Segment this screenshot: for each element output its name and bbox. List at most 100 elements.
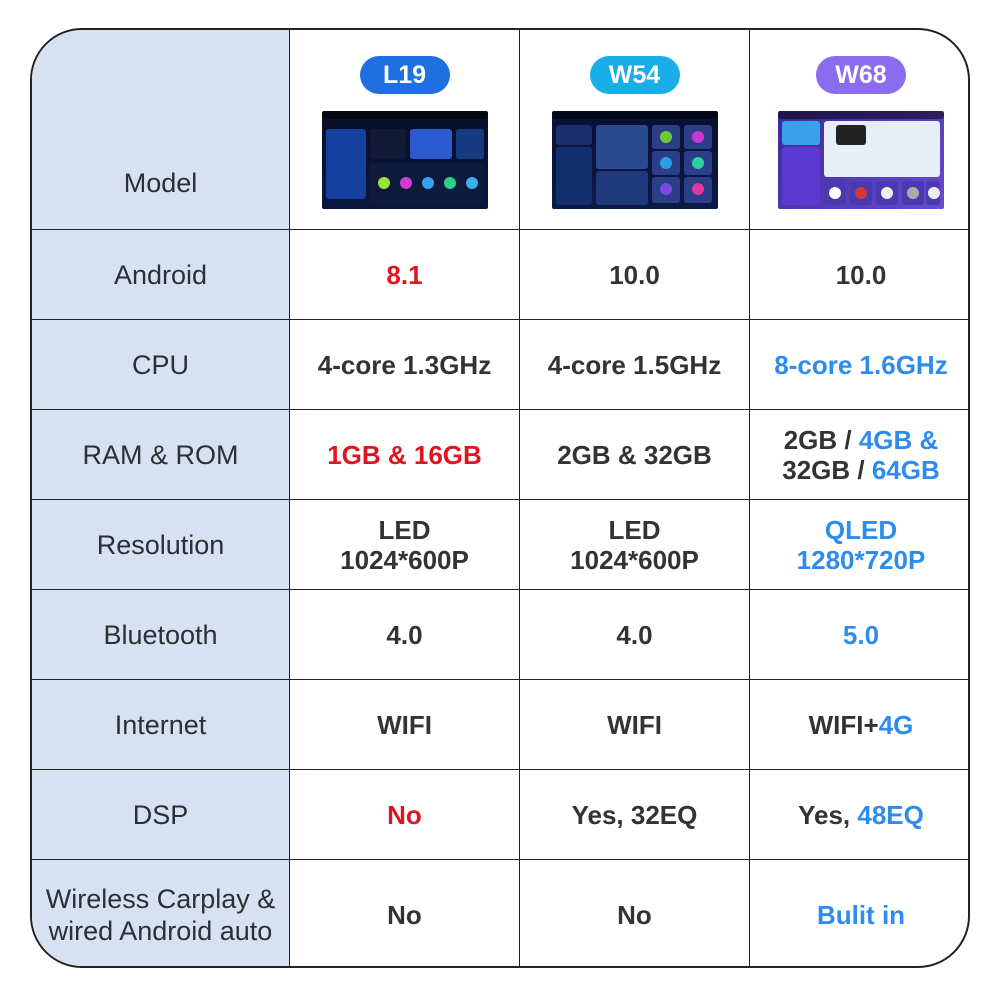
value-cell: WIFI [290, 680, 520, 770]
app-icon [659, 157, 672, 169]
value-cell: 10.0 [520, 230, 750, 320]
value-text: LED [608, 514, 661, 545]
row-label-line: wired Android auto [48, 916, 273, 946]
value-line: 8.1 [386, 260, 422, 290]
row-label: Bluetooth [103, 619, 218, 650]
app-icon [399, 177, 412, 189]
screen-tile [555, 125, 592, 145]
value-text: No [387, 799, 422, 830]
value-text: QLED [824, 514, 898, 545]
value-text: 2GB / [783, 424, 859, 455]
app-icon [421, 177, 434, 189]
model-badge-l19: L19 [359, 56, 450, 94]
value-text: No [387, 900, 422, 930]
app-icon [691, 183, 704, 195]
row-label: DSP [132, 799, 189, 830]
screen-tile [782, 121, 820, 145]
value-text: WIFI [377, 709, 432, 740]
value-line: Bulit in [817, 900, 905, 930]
app-icon [907, 187, 919, 199]
value-text: 1024*600P [340, 544, 469, 575]
model-cell-w68: W68 [750, 30, 968, 230]
value-text: LED [378, 514, 431, 545]
screen-tile [555, 147, 592, 205]
row-label-internet: Internet [32, 680, 290, 770]
app-icon [443, 177, 456, 189]
value-text: 2GB & 32GB [557, 439, 712, 470]
value-text: 4-core 1.5GHz [547, 349, 722, 380]
value-line: No [617, 900, 652, 930]
row-label-cpu: CPU [32, 320, 290, 410]
value-cell: QLED 1280*720P [750, 500, 968, 590]
value-line: 4-core 1.5GHz [548, 350, 721, 380]
value-text: 10.0 [609, 259, 660, 290]
value-line: No [387, 800, 422, 830]
value-text: 8.1 [386, 259, 423, 290]
app-icon [928, 187, 940, 199]
value-line: 4.0 [616, 620, 652, 650]
value-cell: 1GB & 16GB [290, 410, 520, 500]
value-line: No [387, 900, 422, 930]
row-label: RAM & ROM [82, 439, 239, 470]
screen-tile [782, 147, 820, 205]
value-line: Yes, 48EQ [798, 800, 924, 830]
value-line: QLED [825, 515, 897, 545]
value-cell: LED 1024*600P [520, 500, 750, 590]
app-icon [829, 187, 841, 199]
value-text: Yes, 32EQ [571, 799, 698, 830]
value-cell: No [290, 770, 520, 860]
row-label-ram-rom: RAM & ROM [32, 410, 290, 500]
value-cell: WIFI [520, 680, 750, 770]
value-text: 48EQ [857, 799, 924, 830]
value-line: 8-core 1.6GHz [774, 350, 947, 380]
value-cell: No [290, 860, 520, 966]
value-cell: 2GB / 4GB & 32GB / 64GB [750, 410, 968, 500]
row-label-resolution: Resolution [32, 500, 290, 590]
value-line: LED [609, 515, 661, 545]
value-cell: 4.0 [520, 590, 750, 680]
value-text: WIFI+ [808, 709, 879, 740]
row-label: CPU [131, 349, 189, 380]
model-label: Model [123, 168, 198, 198]
value-line: WIFI [377, 710, 432, 740]
value-line: 5.0 [843, 620, 879, 650]
value-line: 1GB & 16GB [327, 440, 482, 470]
row-label-dsp: DSP [32, 770, 290, 860]
value-line: 4-core 1.3GHz [318, 350, 491, 380]
value-cell: Yes, 48EQ [750, 770, 968, 860]
value-line: 2GB & 32GB [557, 440, 712, 470]
value-cell: 5.0 [750, 590, 968, 680]
value-text: 1280*720P [796, 544, 926, 575]
l19-screen-image [321, 111, 488, 209]
value-cell: 4-core 1.3GHz [290, 320, 520, 410]
value-line: 10.0 [609, 260, 660, 290]
value-cell: 8-core 1.6GHz [750, 320, 968, 410]
row-label-bluetooth: Bluetooth [32, 590, 290, 680]
value-line: 2GB / 4GB & [784, 425, 939, 455]
value-text: 10.0 [835, 259, 887, 290]
row-label-android: Android [32, 230, 290, 320]
value-cell: No [520, 860, 750, 966]
screen-tile [325, 129, 366, 199]
app-icon [691, 131, 704, 143]
value-text: 64GB [871, 454, 940, 485]
value-line: WIFI+4G [809, 710, 914, 740]
w54-screen-image [551, 111, 718, 209]
status-bar [551, 111, 718, 119]
value-text: Yes, [798, 799, 858, 830]
app-icon [659, 131, 672, 143]
value-text: WIFI [607, 709, 662, 740]
value-line: Yes, 32EQ [572, 800, 698, 830]
value-line: 32GB / 64GB [782, 455, 940, 485]
value-cell: Bulit in [750, 860, 968, 966]
value-cell: WIFI+4G [750, 680, 968, 770]
value-line: 1024*600P [570, 545, 699, 575]
value-line: 10.0 [836, 260, 887, 290]
value-cell: 4.0 [290, 590, 520, 680]
value-text: No [617, 900, 652, 930]
value-line: 1024*600P [340, 545, 469, 575]
row-label: Resolution [96, 529, 225, 560]
status-bar [778, 111, 944, 119]
screen-tile [455, 129, 484, 159]
row-label-line: Wireless Carplay & [45, 884, 276, 914]
